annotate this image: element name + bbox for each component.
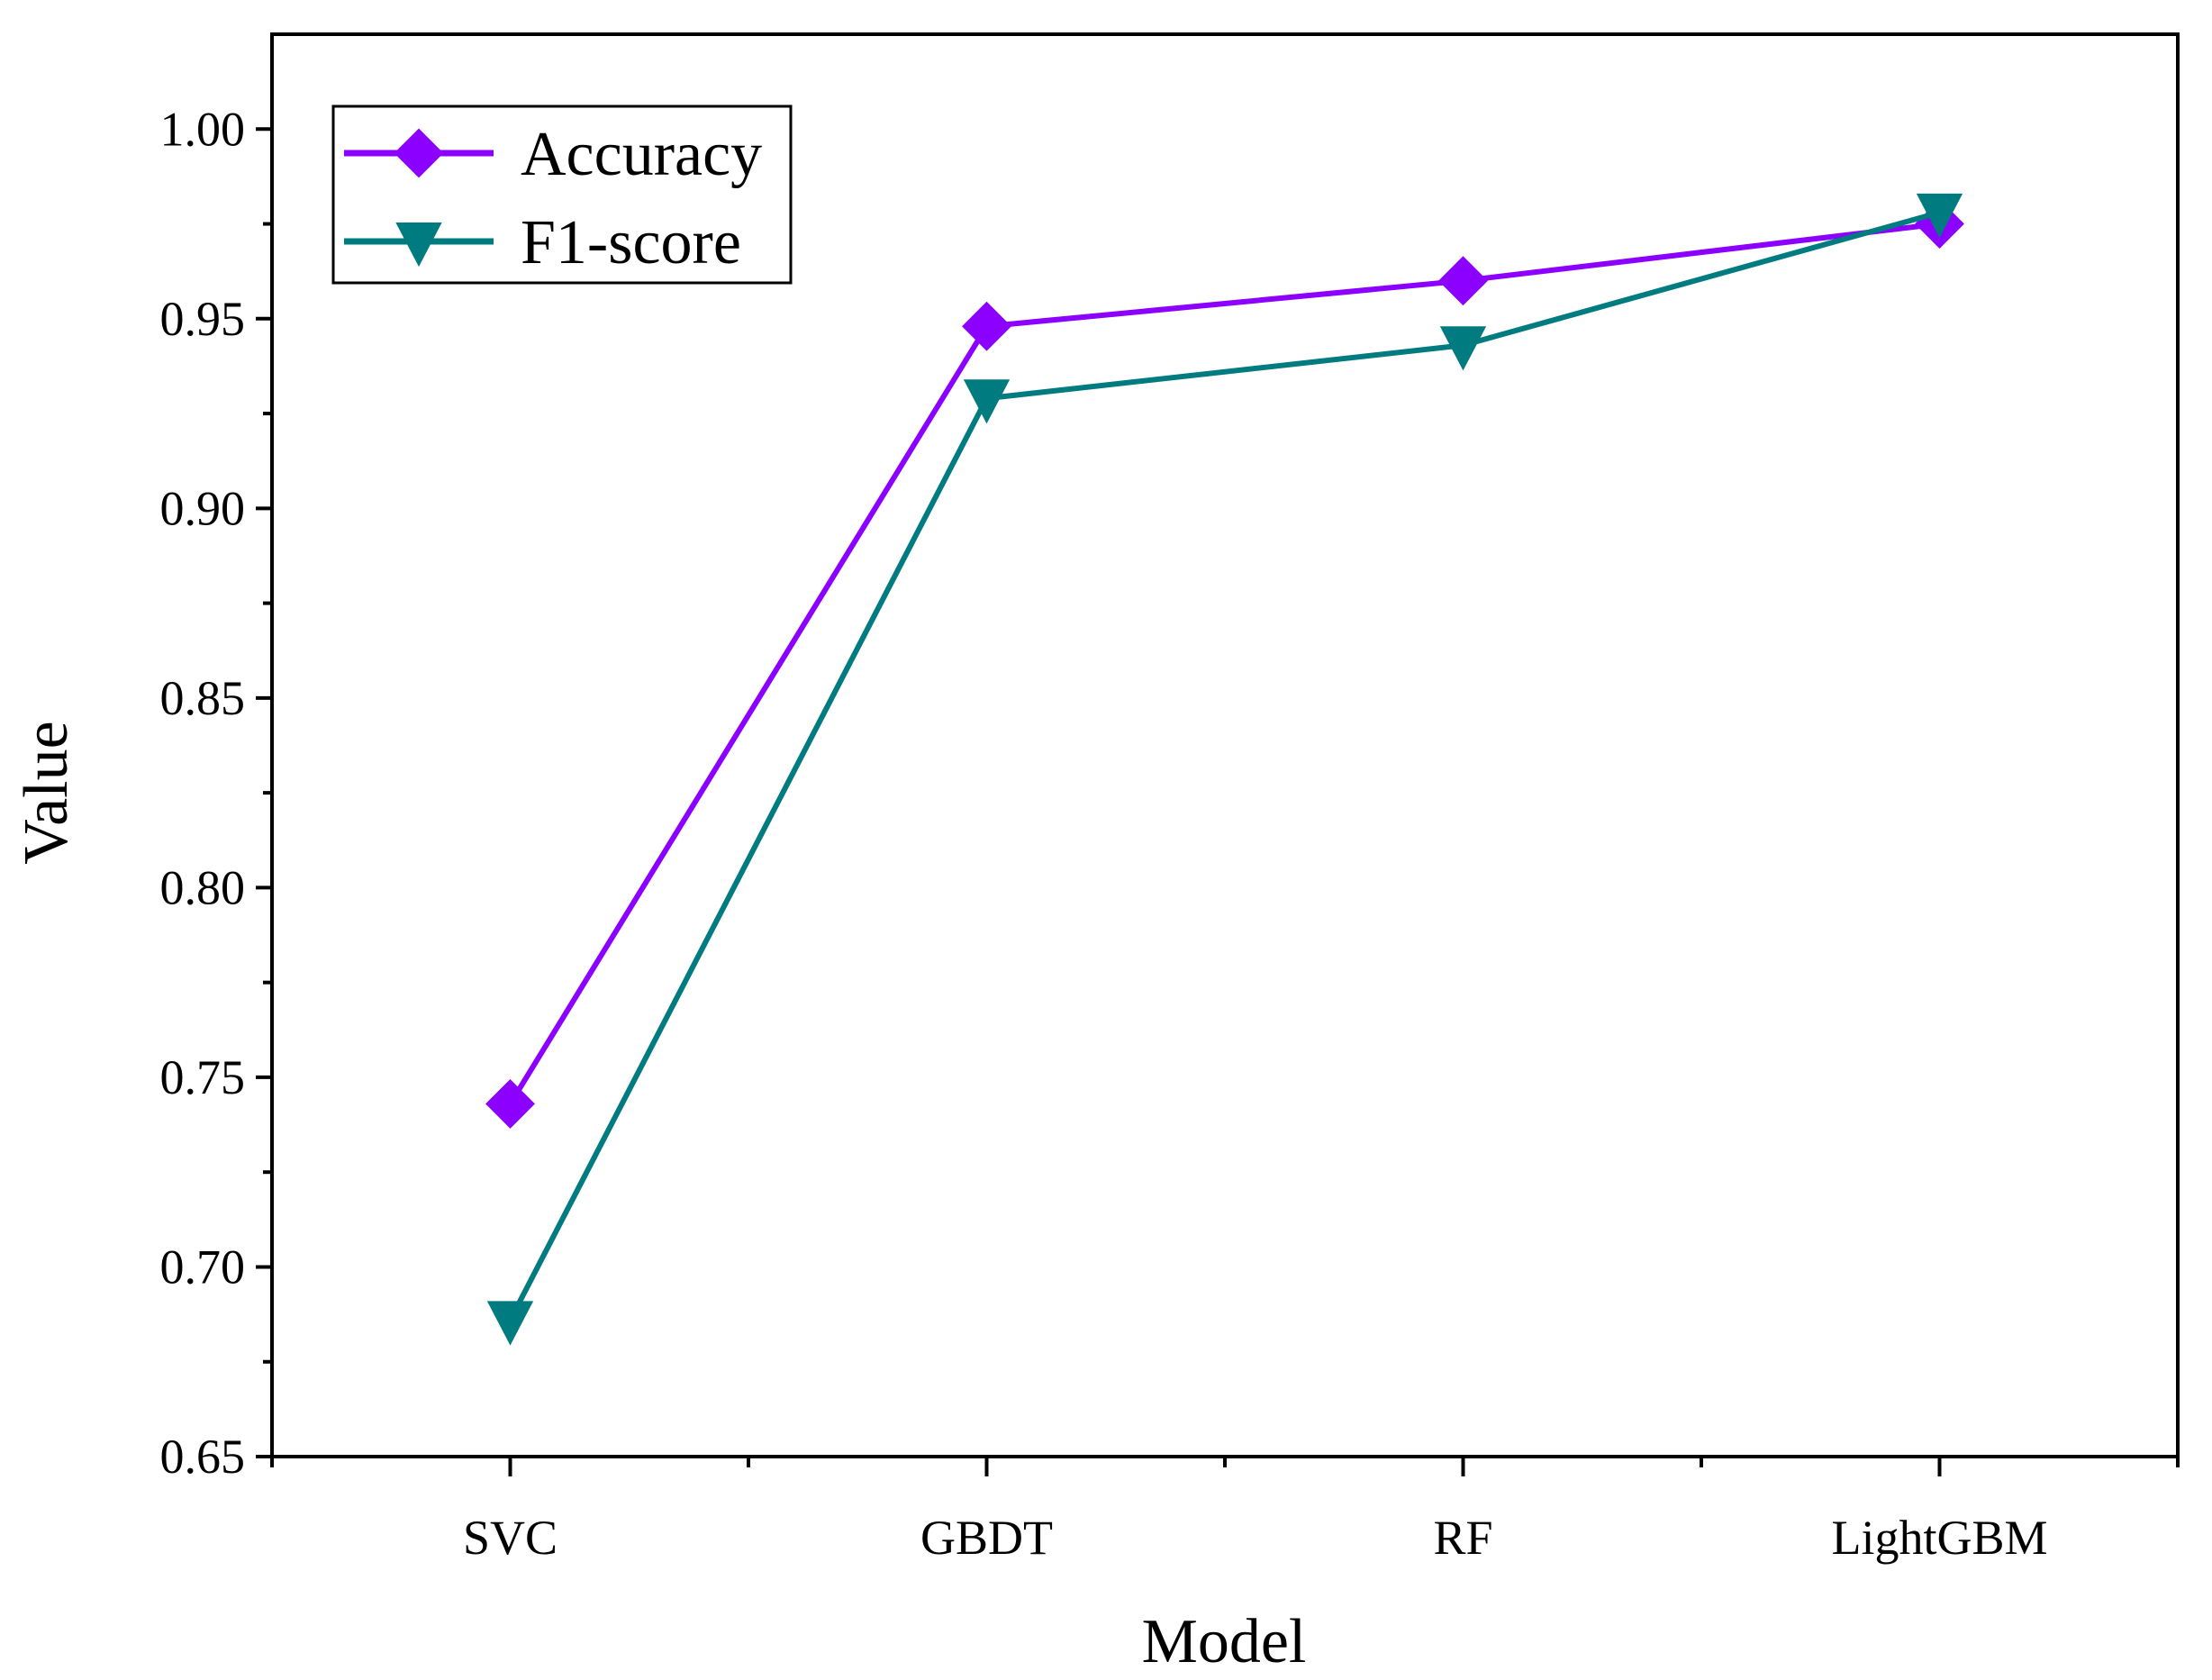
y-tick-label: 0.80 xyxy=(160,860,246,914)
series-line xyxy=(507,210,1941,1321)
data-point xyxy=(1438,256,1488,306)
data-point xyxy=(962,301,1011,351)
y-tick-label: 0.70 xyxy=(160,1240,246,1294)
y-tick-label: 0.65 xyxy=(160,1430,246,1484)
series-f1-score xyxy=(486,193,1963,1346)
y-tick-label: 0.75 xyxy=(160,1050,246,1104)
y-tick-label: 0.95 xyxy=(160,292,246,346)
series-accuracy xyxy=(485,199,1964,1129)
x-tick-label: RF xyxy=(1433,1511,1492,1565)
x-tick-label: SVC xyxy=(463,1511,558,1565)
data-point xyxy=(1916,193,1963,239)
legend-marker xyxy=(395,222,442,268)
x-tick-label: LightGBM xyxy=(1831,1511,2047,1565)
x-tick-label: GBDT xyxy=(920,1511,1053,1565)
x-axis-title: Model xyxy=(1142,1607,1307,1676)
y-tick-label: 0.90 xyxy=(160,481,246,535)
series-layer xyxy=(485,193,1964,1346)
data-point xyxy=(963,379,1011,424)
data-point xyxy=(1439,326,1487,371)
axes: 0.65 0.70 0.75 0.80 0.85 0.90 0.95 1.00 SVC GBDT R… xyxy=(160,32,2180,1565)
data-point xyxy=(486,1301,534,1346)
legend: Accuracy F1-score xyxy=(331,104,793,285)
series-line xyxy=(507,221,1940,1105)
y-axis-title: Value xyxy=(12,721,81,864)
y-tick-label: 0.85 xyxy=(160,671,246,725)
data-point xyxy=(485,1078,535,1129)
y-tick-label: 1.00 xyxy=(160,102,246,156)
legend-box xyxy=(331,104,793,285)
legend-label: F1-score xyxy=(521,208,741,277)
legend-marker xyxy=(394,128,444,178)
legend-label: Accuracy xyxy=(521,120,762,189)
